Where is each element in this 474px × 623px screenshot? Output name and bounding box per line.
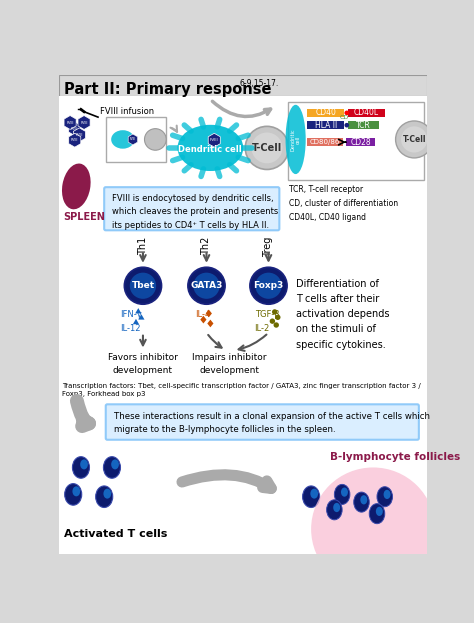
Circle shape bbox=[345, 123, 349, 128]
Text: CD40: CD40 bbox=[315, 108, 336, 117]
Polygon shape bbox=[133, 319, 139, 324]
Text: FVIII: FVIII bbox=[71, 138, 78, 142]
Bar bbox=[347, 108, 385, 117]
Text: FVIII: FVIII bbox=[71, 126, 78, 131]
Text: Part II: Primary response: Part II: Primary response bbox=[64, 82, 272, 97]
Circle shape bbox=[272, 309, 277, 315]
Bar bbox=[347, 121, 379, 130]
Text: FVIII: FVIII bbox=[81, 120, 88, 125]
Bar bbox=[307, 108, 345, 117]
Text: FVIII: FVIII bbox=[210, 138, 219, 142]
Text: Foxp3: Foxp3 bbox=[254, 281, 283, 290]
Ellipse shape bbox=[310, 488, 318, 498]
Ellipse shape bbox=[383, 490, 391, 499]
Text: CD28: CD28 bbox=[350, 138, 371, 146]
Bar bbox=[288, 102, 423, 180]
Text: Dendritic
cell: Dendritic cell bbox=[290, 128, 301, 151]
Text: TCR: TCR bbox=[356, 121, 370, 130]
Ellipse shape bbox=[354, 492, 369, 512]
Circle shape bbox=[124, 267, 162, 304]
Circle shape bbox=[245, 126, 289, 169]
Circle shape bbox=[250, 267, 287, 304]
Text: FVIII: FVIII bbox=[66, 120, 74, 125]
Ellipse shape bbox=[111, 130, 135, 149]
Text: SPLEEN: SPLEEN bbox=[63, 212, 105, 222]
Ellipse shape bbox=[103, 457, 120, 478]
Circle shape bbox=[396, 121, 433, 158]
Text: Activated T cells: Activated T cells bbox=[64, 529, 167, 539]
Text: TCR, T-cell receptor
CD, cluster of differentiation
CD40L, CD40 ligand: TCR, T-cell receptor CD, cluster of diff… bbox=[290, 185, 399, 222]
Text: These interactions result in a clonal expansion of the active T cells which
migr: These interactions result in a clonal ex… bbox=[113, 412, 429, 434]
Polygon shape bbox=[135, 308, 141, 313]
Text: T-Cell: T-Cell bbox=[252, 143, 282, 153]
Text: TGF-β
IL-2: TGF-β IL-2 bbox=[255, 310, 279, 333]
Text: Th2: Th2 bbox=[201, 237, 211, 255]
Text: FVIII: FVIII bbox=[76, 133, 83, 137]
Ellipse shape bbox=[285, 105, 306, 174]
Ellipse shape bbox=[376, 506, 383, 516]
Text: 6-9,15-17.: 6-9,15-17. bbox=[239, 78, 278, 88]
Bar bbox=[307, 138, 343, 146]
Ellipse shape bbox=[73, 457, 90, 478]
Bar bbox=[106, 117, 166, 162]
Bar bbox=[346, 138, 375, 146]
Ellipse shape bbox=[62, 163, 91, 209]
Text: GATA3: GATA3 bbox=[191, 281, 223, 290]
Circle shape bbox=[273, 322, 279, 328]
Text: Impairs inhibitor
development: Impairs inhibitor development bbox=[192, 353, 267, 375]
Ellipse shape bbox=[177, 125, 243, 171]
Ellipse shape bbox=[334, 485, 350, 505]
Polygon shape bbox=[201, 316, 207, 323]
Ellipse shape bbox=[96, 486, 113, 508]
Circle shape bbox=[255, 273, 282, 299]
Ellipse shape bbox=[80, 459, 88, 469]
Text: FVIII infusion: FVIII infusion bbox=[100, 107, 154, 116]
Bar bbox=[59, 75, 427, 97]
Ellipse shape bbox=[103, 488, 111, 498]
Text: FVIII: FVIII bbox=[130, 138, 136, 141]
Text: CD40L: CD40L bbox=[354, 108, 379, 117]
Text: Tbet: Tbet bbox=[131, 281, 155, 290]
Ellipse shape bbox=[377, 487, 392, 506]
Ellipse shape bbox=[64, 483, 82, 505]
Text: CD: CD bbox=[340, 115, 349, 120]
Text: Transcription factors: Tbet, cell-specific transcription factor / GATA3, zinc fi: Transcription factors: Tbet, cell-specif… bbox=[63, 383, 421, 397]
Ellipse shape bbox=[369, 503, 385, 524]
Circle shape bbox=[193, 273, 219, 299]
Circle shape bbox=[270, 318, 275, 324]
Text: CD80/86: CD80/86 bbox=[310, 139, 340, 145]
Circle shape bbox=[345, 110, 349, 115]
Ellipse shape bbox=[341, 487, 348, 497]
Circle shape bbox=[275, 315, 281, 320]
Text: T-Cell: T-Cell bbox=[402, 135, 426, 144]
Circle shape bbox=[401, 126, 428, 153]
Text: IFN-γ
IL-12: IFN-γ IL-12 bbox=[120, 310, 141, 333]
Circle shape bbox=[251, 133, 283, 163]
Text: IL-4: IL-4 bbox=[195, 310, 210, 318]
Text: Differentiation of
T cells after their
activation depends
on the stimuli of
spec: Differentiation of T cells after their a… bbox=[296, 279, 389, 350]
Circle shape bbox=[130, 273, 156, 299]
Text: Treg: Treg bbox=[264, 237, 273, 257]
Circle shape bbox=[188, 267, 225, 304]
Polygon shape bbox=[138, 314, 145, 320]
Ellipse shape bbox=[360, 495, 367, 505]
FancyBboxPatch shape bbox=[104, 187, 279, 231]
Polygon shape bbox=[206, 310, 212, 317]
Text: Dendritic cell: Dendritic cell bbox=[179, 145, 242, 154]
Polygon shape bbox=[207, 320, 213, 327]
Circle shape bbox=[311, 467, 435, 591]
Text: FVIII is endocytosed by dendritic cells,
which cleaves the protein and presents
: FVIII is endocytosed by dendritic cells,… bbox=[112, 194, 278, 229]
Ellipse shape bbox=[302, 486, 319, 508]
Text: B-lymphocyte follicles: B-lymphocyte follicles bbox=[330, 452, 461, 462]
Ellipse shape bbox=[327, 500, 342, 520]
Text: Favors inhibitor
development: Favors inhibitor development bbox=[108, 353, 178, 375]
Circle shape bbox=[145, 129, 166, 150]
Ellipse shape bbox=[111, 459, 119, 469]
Text: HLA II: HLA II bbox=[315, 121, 337, 130]
Text: Th1: Th1 bbox=[138, 237, 148, 255]
Bar bbox=[307, 121, 345, 130]
FancyBboxPatch shape bbox=[106, 404, 419, 440]
Ellipse shape bbox=[73, 487, 80, 497]
Ellipse shape bbox=[333, 503, 340, 512]
